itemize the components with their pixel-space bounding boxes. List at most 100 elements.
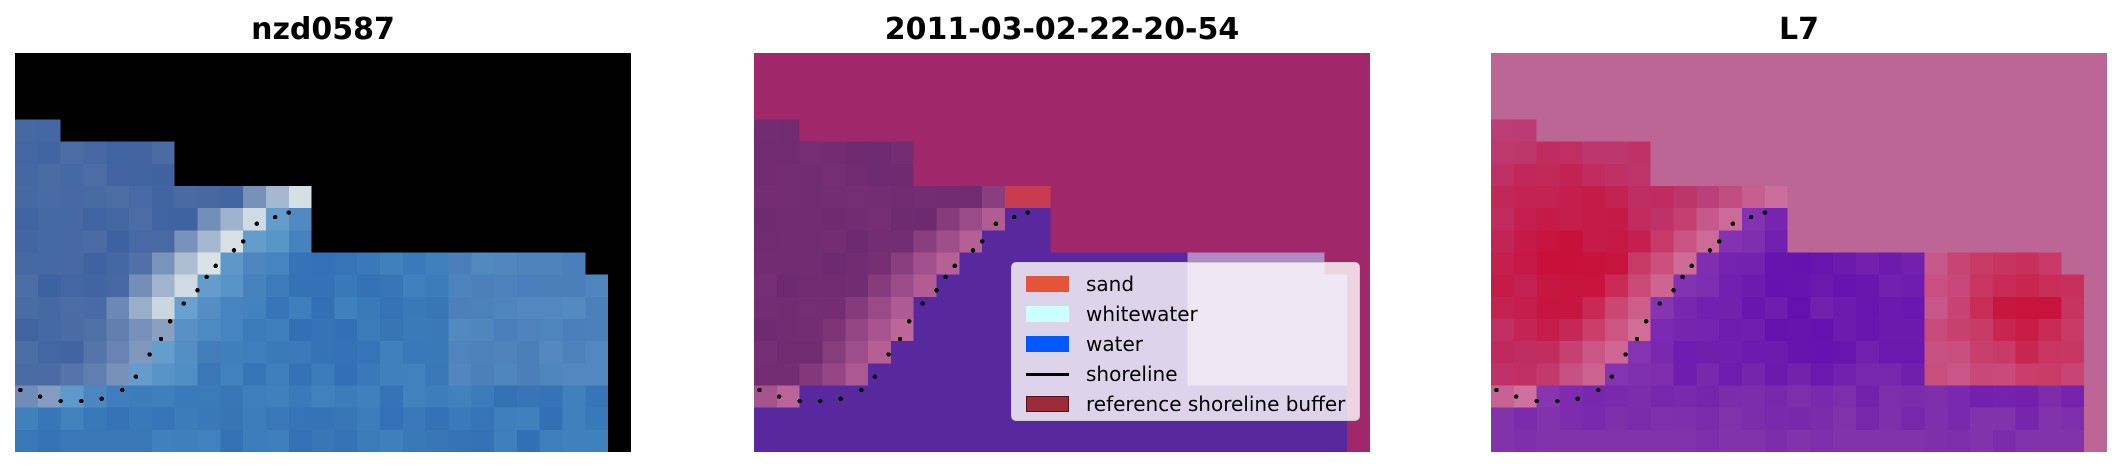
image-pixel (220, 341, 244, 364)
image-pixel (1141, 53, 1166, 76)
image-pixel (1901, 163, 1925, 187)
image-pixel (15, 208, 39, 231)
image-pixel (1491, 53, 1515, 76)
image-pixel (106, 141, 130, 165)
image-pixel (265, 119, 290, 143)
image-pixel (220, 208, 244, 231)
image-pixel (448, 119, 472, 143)
image-pixel (1627, 141, 1652, 165)
image-pixel (1992, 230, 2017, 253)
image-pixel (776, 230, 801, 253)
image-pixel (129, 274, 153, 298)
image-pixel (1559, 296, 1583, 320)
image-pixel (1696, 429, 1720, 452)
image-pixel (1559, 141, 1583, 165)
image-pixel (1513, 363, 1538, 386)
image-pixel (1536, 296, 1560, 320)
image-pixel (1559, 429, 1583, 452)
image-pixel (494, 319, 518, 342)
image-pixel (516, 252, 541, 276)
image-pixel (197, 341, 221, 364)
image-pixel (60, 296, 84, 320)
image-pixel (516, 407, 541, 431)
image-pixel (1878, 429, 1903, 452)
shoreline-point (99, 396, 104, 402)
image-pixel (83, 363, 107, 386)
image-pixel (1605, 53, 1629, 76)
image-pixel (1650, 75, 1674, 98)
image-pixel (288, 97, 313, 120)
image-pixel (1673, 296, 1697, 320)
image-pixel (1787, 341, 1811, 364)
image-pixel (174, 119, 198, 143)
image-pixel (1901, 186, 1925, 209)
image-pixel (243, 252, 267, 276)
image-pixel (60, 252, 84, 276)
image-pixel (1878, 75, 1903, 98)
image-pixel (1119, 75, 1143, 98)
image-pixel (2015, 141, 2040, 165)
image-pixel (448, 363, 472, 386)
image-pixel (106, 97, 130, 120)
image-pixel (1536, 429, 1560, 452)
image-pixel (1764, 53, 1789, 76)
legend-item-shoreline: shoreline (1026, 359, 1178, 389)
image-pixel (1513, 252, 1538, 276)
image-pixel (448, 385, 472, 409)
image-pixel (1970, 141, 1994, 165)
image-pixel (1719, 163, 1743, 187)
image-pixel (129, 407, 153, 431)
image-pixel (585, 274, 609, 298)
image-pixel (1741, 429, 1766, 452)
image-pixel (1301, 186, 1325, 209)
image-pixel (1627, 341, 1652, 364)
image-pixel (1856, 296, 1880, 320)
image-pixel (845, 252, 869, 276)
image-pixel (334, 119, 358, 143)
image-pixel (1073, 230, 1097, 253)
image-pixel (1673, 163, 1697, 187)
image-pixel (1856, 53, 1880, 76)
image-pixel (822, 274, 846, 298)
image-pixel (562, 319, 586, 342)
image-pixel (1605, 296, 1629, 320)
image-pixel (1650, 363, 1674, 386)
image-pixel (516, 75, 541, 98)
image-pixel (1741, 252, 1766, 276)
shoreline-point (886, 352, 891, 357)
image-pixel (799, 341, 823, 364)
image-pixel (1901, 208, 1925, 231)
image-pixel (197, 141, 221, 165)
image-pixel (1004, 75, 1029, 98)
image-pixel (1050, 97, 1074, 120)
image-pixel (1810, 341, 1834, 364)
image-pixel (2084, 141, 2107, 165)
image-pixel (2061, 75, 2085, 98)
image-pixel (754, 141, 778, 165)
image-pixel (1513, 208, 1538, 231)
image-pixel (822, 230, 846, 253)
image-pixel (1491, 186, 1515, 209)
image-pixel (1491, 407, 1515, 431)
image-pixel (1764, 141, 1789, 165)
image-pixel (151, 363, 176, 386)
image-pixel (1810, 53, 1834, 76)
image-pixel (83, 429, 107, 452)
image-pixel (959, 97, 983, 120)
image-pixel (562, 230, 586, 253)
image-pixel (265, 97, 290, 120)
image-pixel (2061, 296, 2085, 320)
image-pixel (311, 274, 335, 298)
shoreline-point (797, 398, 802, 404)
image-pixel (448, 319, 472, 342)
image-pixel (151, 274, 176, 298)
image-pixel (129, 141, 153, 165)
image-pixel (585, 119, 609, 143)
image-pixel (913, 319, 937, 342)
image-pixel (357, 97, 381, 120)
image-pixel (959, 75, 983, 98)
image-pixel (448, 208, 472, 231)
image-pixel (1970, 385, 1994, 409)
image-pixel (37, 341, 62, 364)
image-pixel (1536, 230, 1560, 253)
